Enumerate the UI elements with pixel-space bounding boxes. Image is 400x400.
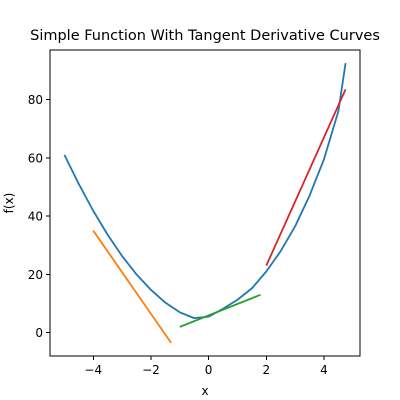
y-tick-label: 0 (35, 326, 43, 340)
x-tick-label: −4 (84, 363, 102, 377)
y-axis-label: f(x) (2, 193, 16, 214)
series-line-tangent-1 (92, 230, 172, 344)
series-line-tangent-3 (265, 88, 347, 267)
plot-frame (49, 49, 361, 357)
series-line-function (63, 62, 347, 320)
x-tick-label: 4 (320, 363, 328, 377)
x-axis-label: x (201, 384, 208, 398)
x-tick-label: −2 (142, 363, 160, 377)
chart-title: Simple Function With Tangent Derivative … (30, 28, 380, 44)
series-line-tangent-2 (179, 293, 261, 328)
y-tick-label: 20 (28, 268, 43, 282)
x-tick-label: 0 (205, 363, 213, 377)
y-tick-label: 40 (28, 210, 43, 224)
y-tick-label: 80 (28, 93, 43, 107)
x-tick-label: 2 (262, 363, 270, 377)
y-tick-label: 60 (28, 151, 43, 165)
